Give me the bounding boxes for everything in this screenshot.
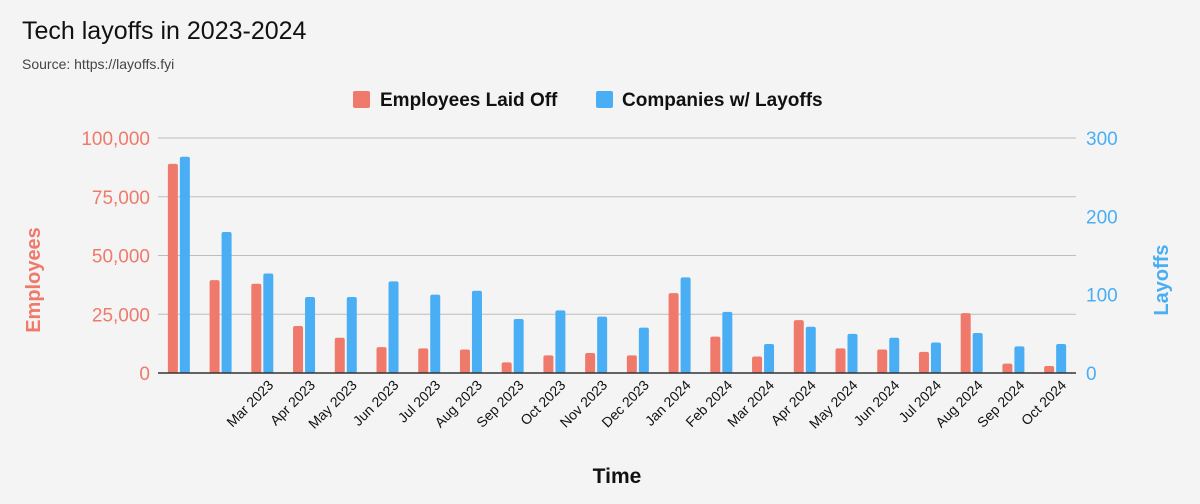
bar-employees-laid-off	[585, 353, 596, 373]
bar-companies-with-layoffs	[263, 273, 274, 373]
bar-employees-laid-off	[793, 320, 804, 373]
bar-companies-with-layoffs	[972, 333, 983, 373]
bar-companies-with-layoffs	[513, 318, 524, 373]
bar-employees-laid-off	[459, 349, 470, 373]
bar-employees-laid-off	[251, 283, 262, 373]
legend-swatch-companies-with-layoffs	[596, 91, 613, 108]
bar-companies-with-layoffs	[346, 297, 357, 373]
y-right-tick-label: 300	[1086, 129, 1118, 150]
bar-companies-with-layoffs	[305, 297, 316, 373]
bar-companies-with-layoffs	[597, 316, 608, 373]
x-tick-label: Jun 2024	[850, 377, 902, 429]
bar-employees-laid-off	[835, 348, 846, 373]
y-right-tick-label: 200	[1086, 207, 1118, 228]
gridlines	[158, 137, 1076, 315]
bar-employees-laid-off	[543, 355, 554, 373]
bar-companies-with-layoffs	[555, 310, 566, 373]
chart-title: Tech layoffs in 2023-2024	[22, 17, 307, 45]
bar-companies-with-layoffs	[680, 277, 691, 373]
bar-companies-with-layoffs	[847, 333, 858, 373]
bars	[167, 156, 1067, 373]
bar-companies-with-layoffs	[764, 344, 775, 373]
bar-employees-laid-off	[334, 337, 345, 373]
y-left-tick-label: 50,000	[92, 247, 150, 268]
y-left-tick-label: 75,000	[92, 188, 150, 209]
bar-companies-with-layoffs	[638, 327, 649, 373]
x-tick-label: Oct 2024	[1018, 377, 1070, 429]
y-left-tick-label: 0	[139, 364, 150, 385]
bar-employees-laid-off	[418, 348, 429, 373]
bar-employees-laid-off	[626, 355, 637, 373]
bar-employees-laid-off	[1044, 365, 1055, 373]
chart-subtitle: Source: https://layoffs.fyi	[22, 56, 175, 72]
y-right-axis-title: Layoffs	[1151, 244, 1173, 315]
bar-employees-laid-off	[293, 326, 304, 373]
bar-companies-with-layoffs	[1014, 346, 1025, 373]
bar-companies-with-layoffs	[221, 232, 232, 373]
bar-companies-with-layoffs	[722, 311, 733, 373]
y-left-axis-title: Employees	[23, 227, 45, 333]
bar-employees-laid-off	[752, 356, 763, 373]
legend-swatch-employees-laid-off	[353, 91, 370, 108]
bar-employees-laid-off	[710, 336, 721, 373]
x-axis-title: Time	[593, 465, 642, 488]
y-left-tick-label: 25,000	[92, 305, 150, 326]
y-right-tick-label: 0	[1086, 364, 1097, 385]
bar-employees-laid-off	[668, 293, 679, 373]
bar-companies-with-layoffs	[805, 326, 816, 373]
legend-label-employees-laid-off: Employees Laid Off	[380, 90, 558, 111]
x-tick-label: Mar 2023	[223, 377, 276, 430]
bar-companies-with-layoffs	[930, 342, 941, 373]
bar-employees-laid-off	[167, 163, 178, 373]
x-tick-label: Mar 2024	[724, 377, 777, 430]
bar-employees-laid-off	[1002, 363, 1013, 373]
bar-companies-with-layoffs	[889, 337, 900, 373]
bar-employees-laid-off	[877, 349, 888, 373]
y-right-tick-label: 100	[1086, 286, 1118, 307]
bar-employees-laid-off	[209, 280, 220, 373]
x-tick-label: Jun 2023	[350, 377, 402, 429]
bar-employees-laid-off	[918, 351, 929, 373]
y-left-tick-label: 100,000	[81, 129, 150, 150]
bar-companies-with-layoffs	[388, 281, 399, 373]
bar-employees-laid-off	[376, 347, 387, 373]
legend-label-companies-with-layoffs: Companies w/ Layoffs	[622, 90, 823, 111]
axes: 0 25,000 50,000 75,000 100,000 0 100 200 300 Mar …	[23, 129, 1173, 488]
bar-companies-with-layoffs	[430, 294, 441, 373]
bar-employees-laid-off	[960, 313, 971, 373]
bar-companies-with-layoffs	[1056, 344, 1067, 373]
bar-employees-laid-off	[501, 362, 512, 373]
legend: Employees Laid Off Companies w/ Layoffs	[353, 90, 823, 111]
bar-companies-with-layoffs	[179, 156, 190, 373]
bar-companies-with-layoffs	[471, 290, 482, 373]
